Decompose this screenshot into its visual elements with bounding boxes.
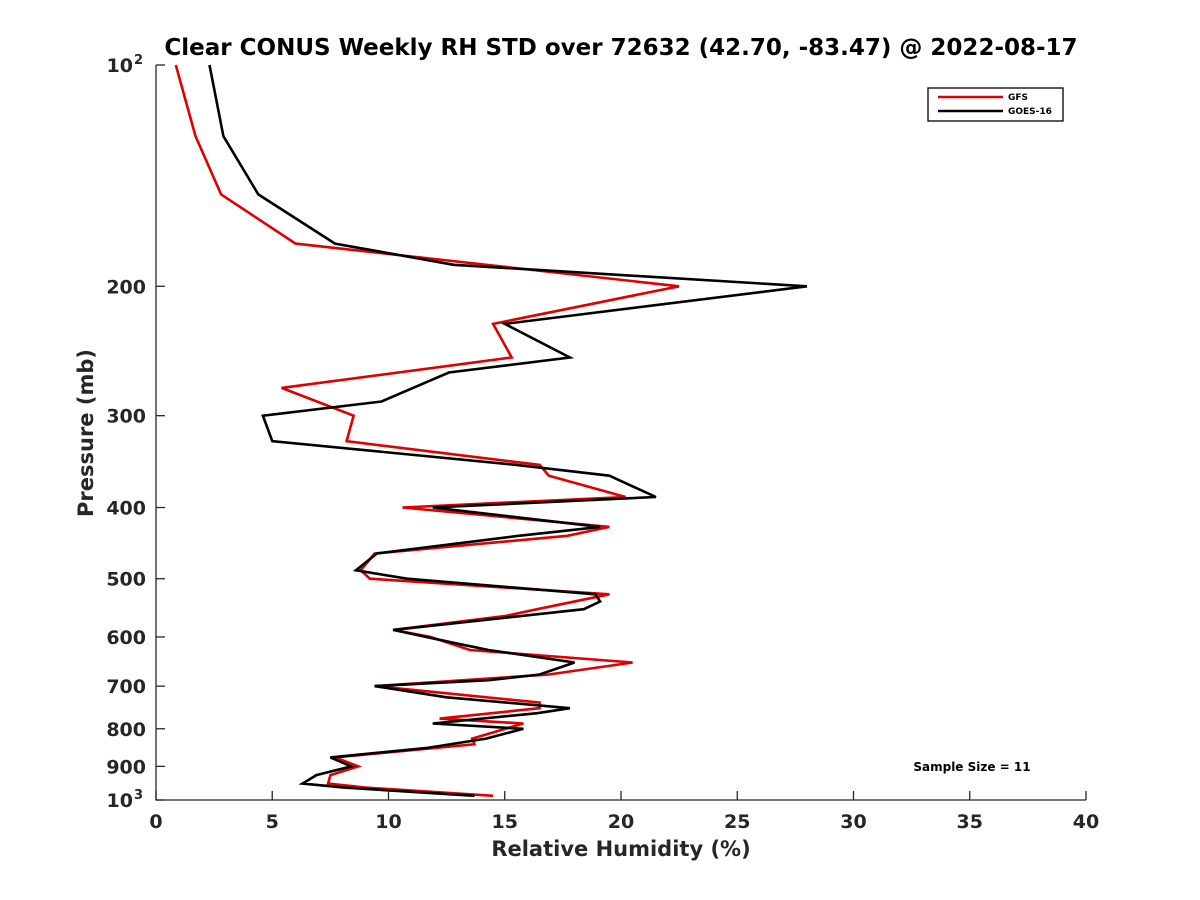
sample-size-annotation: Sample Size = 11 [913,760,1030,774]
series-line-goes16 [208,64,808,798]
y-axis-label: Pressure (mb) [74,349,98,517]
y-tick-exponent: 2 [134,53,143,68]
y-tick-label: 700 [106,676,146,698]
y-tick-label: 300 [106,406,146,428]
legend: GFS GOES-16 [927,87,1064,122]
y-tick-label: 600 [106,627,146,649]
y-tick-label: 200 [106,276,146,298]
series-line-gfs [174,64,680,798]
y-tick-label: 800 [106,719,146,741]
x-tick-label: 5 [266,811,279,833]
x-axis-label: Relative Humidity (%) [491,837,750,861]
x-tick-label: 35 [957,811,983,833]
x-tick-label: 20 [608,811,634,833]
axes [155,65,1086,801]
y-tick-label: 500 [106,569,146,591]
y-tick-label: 400 [106,498,146,520]
x-tick-label: 25 [724,811,750,833]
x-tick-label: 15 [492,811,518,833]
legend-box [927,87,1064,122]
legend-label-gfs: GFS [1008,93,1028,103]
plot-lines [174,64,808,798]
legend-label-goes16: GOES-16 [1008,107,1052,117]
x-tick-label: 10 [375,811,401,833]
x-tick-label: 40 [1073,811,1099,833]
y-tick-exponent: 3 [134,788,143,803]
y-tick-label: 10 [107,55,133,77]
chart-title: Clear CONUS Weekly RH STD over 72632 (42… [164,35,1077,61]
x-tick-label: 30 [840,811,866,833]
x-tick-label: 0 [149,811,162,833]
y-tick-label: 10 [107,790,133,812]
x-ticks: 0 5 10 15 20 25 30 35 40 [149,791,1099,833]
y-tick-label: 900 [106,756,146,778]
